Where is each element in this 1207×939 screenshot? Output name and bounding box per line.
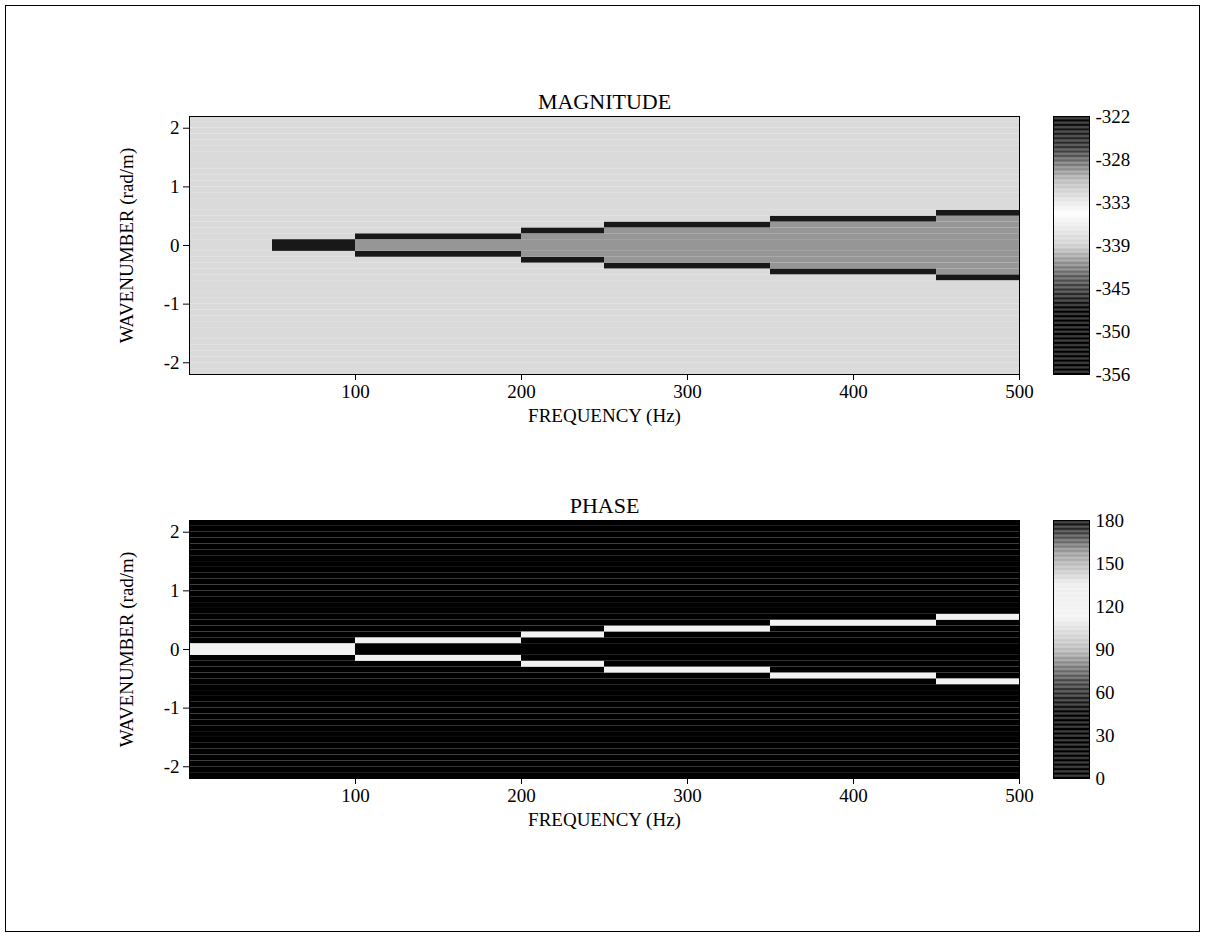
svg-text:60: 60 <box>1096 682 1115 703</box>
svg-text:0: 0 <box>170 639 180 660</box>
svg-text:90: 90 <box>1096 639 1115 660</box>
svg-text:WAVENUMBER (rad/m): WAVENUMBER (rad/m) <box>116 552 138 747</box>
svg-text:400: 400 <box>839 381 868 402</box>
svg-text:-322: -322 <box>1096 106 1131 127</box>
svg-text:500: 500 <box>1005 381 1034 402</box>
svg-text:-2: -2 <box>164 756 180 777</box>
svg-text:30: 30 <box>1096 725 1115 746</box>
svg-text:0: 0 <box>1096 768 1106 789</box>
svg-text:-1: -1 <box>164 293 180 314</box>
svg-text:-356: -356 <box>1096 364 1131 385</box>
svg-text:500: 500 <box>1005 785 1034 806</box>
svg-text:200: 200 <box>507 785 536 806</box>
svg-text:FREQUENCY (Hz): FREQUENCY (Hz) <box>528 405 681 427</box>
svg-text:0: 0 <box>170 235 180 256</box>
svg-text:FREQUENCY (Hz): FREQUENCY (Hz) <box>528 809 681 831</box>
svg-text:200: 200 <box>507 381 536 402</box>
svg-text:100: 100 <box>341 785 370 806</box>
svg-text:300: 300 <box>673 381 702 402</box>
svg-text:150: 150 <box>1096 553 1125 574</box>
svg-text:180: 180 <box>1096 510 1125 531</box>
svg-text:-328: -328 <box>1096 149 1131 170</box>
svg-text:-350: -350 <box>1096 321 1131 342</box>
svg-text:300: 300 <box>673 785 702 806</box>
svg-text:-1: -1 <box>164 697 180 718</box>
svg-text:1: 1 <box>170 580 180 601</box>
svg-text:2: 2 <box>170 521 180 542</box>
svg-text:-339: -339 <box>1096 235 1131 256</box>
svg-text:PHASE: PHASE <box>570 493 640 518</box>
svg-text:MAGNITUDE: MAGNITUDE <box>538 89 671 114</box>
svg-text:100: 100 <box>341 381 370 402</box>
svg-text:WAVENUMBER (rad/m): WAVENUMBER (rad/m) <box>116 148 138 343</box>
svg-text:-345: -345 <box>1096 278 1131 299</box>
svg-text:1: 1 <box>170 176 180 197</box>
svg-text:400: 400 <box>839 785 868 806</box>
svg-text:-2: -2 <box>164 352 180 373</box>
svg-text:2: 2 <box>170 117 180 138</box>
svg-text:-333: -333 <box>1096 192 1131 213</box>
svg-text:120: 120 <box>1096 596 1125 617</box>
